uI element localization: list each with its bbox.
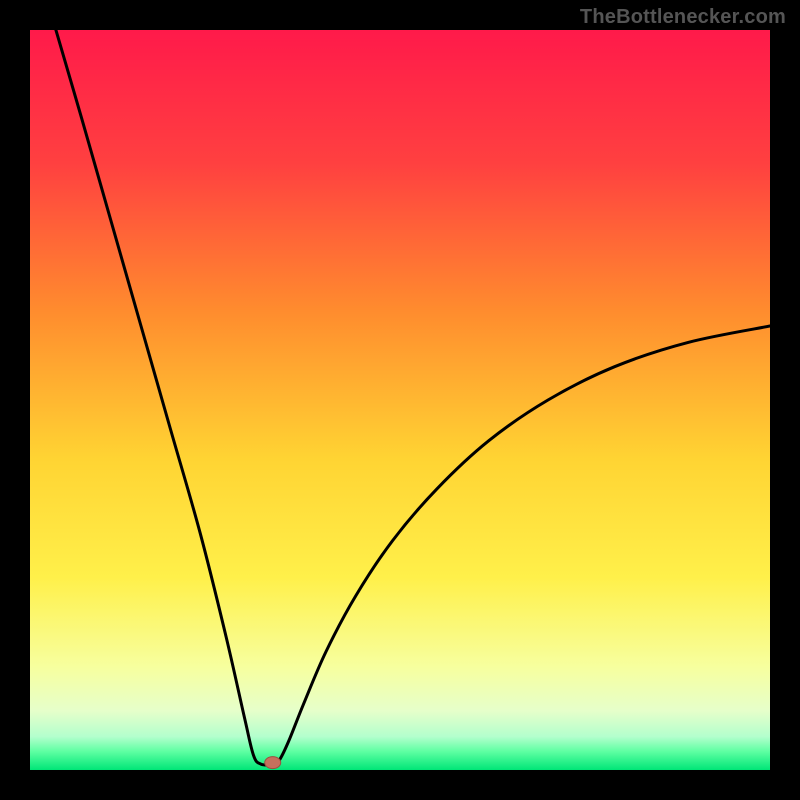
- watermark-text: TheBottlenecker.com: [580, 6, 786, 29]
- optimal-point-marker: [265, 757, 281, 769]
- chart-gradient-background: [30, 30, 770, 770]
- chart-container: TheBottlenecker.com: [0, 0, 800, 800]
- bottleneck-chart: [0, 0, 800, 800]
